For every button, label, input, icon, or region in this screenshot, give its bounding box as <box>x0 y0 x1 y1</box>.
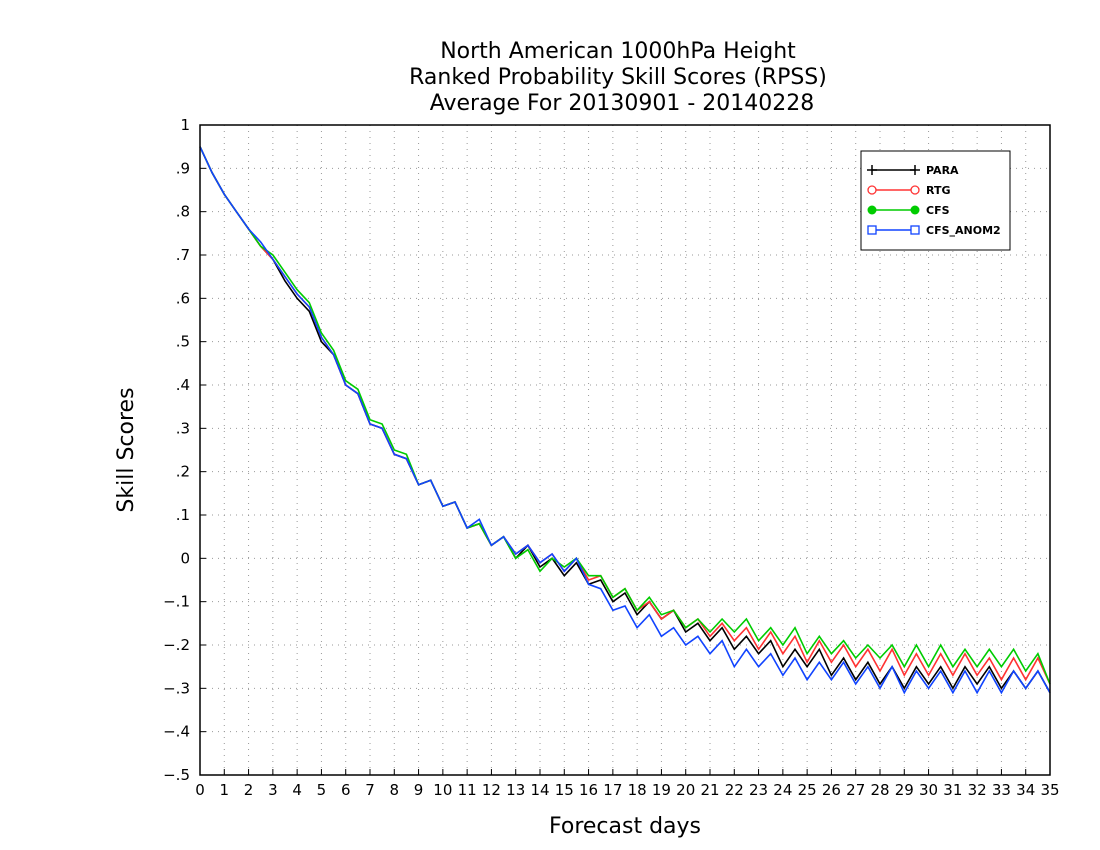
y-tick-label: 0 <box>180 549 190 567</box>
x-tick-label: 3 <box>268 781 278 799</box>
x-tick-label: 6 <box>341 781 351 799</box>
x-tick-label: 35 <box>1040 781 1059 799</box>
legend-label-cfs-anom2: CFS_ANOM2 <box>926 224 1001 237</box>
x-tick-label: 28 <box>870 781 889 799</box>
x-tick-label: 14 <box>530 781 549 799</box>
x-tick-label: 9 <box>414 781 424 799</box>
legend-marker-cfs-anom2 <box>910 225 920 235</box>
x-tick-label: 17 <box>603 781 622 799</box>
series-line-cfs-anom2 <box>199 146 1051 695</box>
chart-title: North American 1000hPa Height Ranked Pro… <box>409 39 827 116</box>
x-tick-label: 32 <box>968 781 987 799</box>
x-tick-label: 1 <box>220 781 230 799</box>
legend-label-cfs: CFS <box>926 204 950 217</box>
legend-item-cfs-anom2: CFS_ANOM2 <box>867 224 1001 237</box>
y-axis-ticks: −.5 −.4 −.3 −.2 −.1 0 .1 .2 .3 .4 .5 .6 .7 .8 .9 1 <box>163 116 206 784</box>
x-tick-label: 15 <box>555 781 574 799</box>
x-tick-label: 4 <box>292 781 302 799</box>
y-tick-label: .7 <box>176 246 190 264</box>
y-tick-label: .8 <box>176 203 190 221</box>
chart-title-line-2: Ranked Probability Skill Scores (RPSS) <box>409 65 827 90</box>
x-axis-ticks: 0 1 2 3 4 5 6 7 8 9 10 11 12 13 14 15 16 17 18 19 20 21 22 23 24… <box>195 769 1060 799</box>
x-tick-label: 20 <box>676 781 695 799</box>
x-tick-label: 29 <box>895 781 914 799</box>
x-tick-label: 34 <box>1016 781 1035 799</box>
chart-title-line-1: North American 1000hPa Height <box>440 39 796 64</box>
x-tick-label: 5 <box>317 781 327 799</box>
x-tick-label: 12 <box>482 781 501 799</box>
legend-item-cfs: CFS <box>867 204 950 217</box>
legend-marker-para <box>867 165 877 175</box>
x-tick-label: 26 <box>822 781 841 799</box>
x-tick-label: 23 <box>749 781 768 799</box>
legend-box <box>860 150 1011 251</box>
x-tick-label: 8 <box>390 781 400 799</box>
y-tick-label: .1 <box>176 506 190 524</box>
y-tick-label: .9 <box>176 159 190 177</box>
x-tick-label: 25 <box>798 781 817 799</box>
y-axis-label: Skill Scores <box>114 387 139 512</box>
y-tick-label: .6 <box>176 289 190 307</box>
legend-marker-cfs <box>910 205 920 215</box>
chart-title-line-3: Average For 20130901 - 20140228 <box>430 91 815 116</box>
x-tick-label: 30 <box>919 781 938 799</box>
x-tick-label: 0 <box>195 781 205 799</box>
legend-marker-cfs-anom2 <box>867 225 877 235</box>
x-tick-label: 16 <box>579 781 598 799</box>
x-tick-label: 7 <box>365 781 375 799</box>
x-tick-label: 33 <box>992 781 1011 799</box>
x-axis-label: Forecast days <box>549 814 701 839</box>
series-line-cfs <box>199 146 1051 685</box>
y-tick-label: −.5 <box>163 766 190 784</box>
x-tick-label: 21 <box>700 781 719 799</box>
data-series <box>199 146 1051 695</box>
x-tick-label: 13 <box>506 781 525 799</box>
x-tick-label: 24 <box>773 781 792 799</box>
legend-label-para: PARA <box>926 164 959 177</box>
y-tick-label: 1 <box>180 116 190 134</box>
y-tick-label: −.1 <box>163 593 190 611</box>
legend-marker-para <box>910 165 920 175</box>
y-tick-label: .4 <box>176 376 190 394</box>
legend: PARA RTG CFS CFS_ANOM2 <box>860 150 1011 251</box>
y-tick-label: .5 <box>176 333 190 351</box>
x-tick-label: 31 <box>943 781 962 799</box>
plot-frame <box>199 124 1051 776</box>
y-tick-label: −.3 <box>163 679 190 697</box>
legend-marker-rtg <box>910 185 920 195</box>
x-tick-label: 10 <box>433 781 452 799</box>
x-tick-label: 22 <box>725 781 744 799</box>
y-tick-label: .3 <box>176 419 190 437</box>
y-tick-label: −.4 <box>163 723 190 741</box>
x-tick-label: 2 <box>244 781 254 799</box>
legend-item-para: PARA <box>867 164 959 177</box>
x-tick-label: 27 <box>846 781 865 799</box>
legend-label-rtg: RTG <box>926 184 951 197</box>
x-tick-label: 11 <box>458 781 477 799</box>
legend-marker-cfs <box>867 205 877 215</box>
x-tick-label: 19 <box>652 781 671 799</box>
x-tick-label: 18 <box>628 781 647 799</box>
legend-marker-rtg <box>867 185 877 195</box>
legend-item-rtg: RTG <box>867 184 951 197</box>
y-tick-label: −.2 <box>163 636 190 654</box>
y-tick-label: .2 <box>176 463 190 481</box>
